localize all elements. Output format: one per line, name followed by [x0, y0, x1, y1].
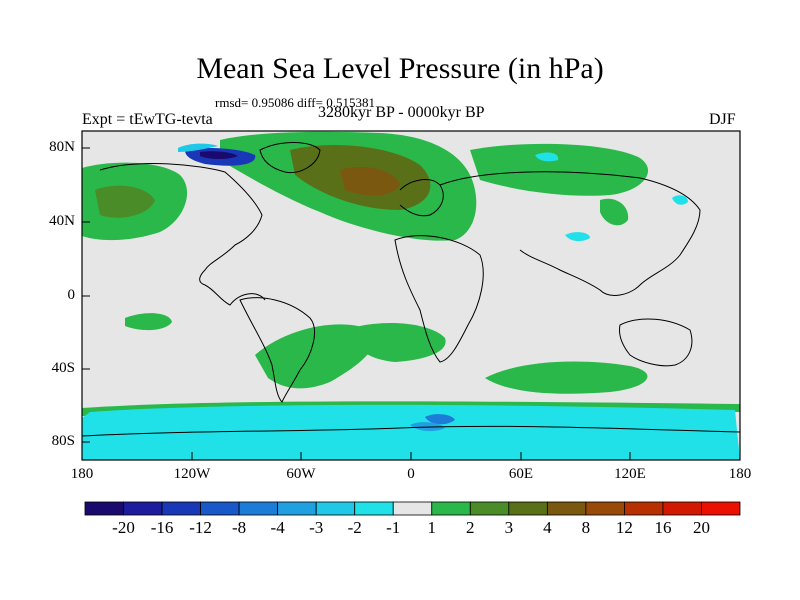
- colorbar-box: [469, 501, 510, 516]
- siberian-high: [470, 143, 649, 196]
- colorbar-box: [392, 501, 433, 516]
- colorbar-label: -8: [232, 518, 247, 537]
- colorbar-box: [662, 501, 702, 516]
- colorbar-box: [354, 501, 394, 516]
- colorbar-label: 12: [615, 518, 633, 537]
- lon-label-60w: 60W: [286, 466, 316, 482]
- colorbar-box: [123, 501, 163, 516]
- north-pacific-west-low: [672, 195, 688, 205]
- arctic-edge: [178, 143, 218, 152]
- colorbar-box: [546, 501, 587, 516]
- south-pacific-high: [255, 324, 375, 389]
- siberia-low: [535, 152, 559, 162]
- colorbar-box: [84, 501, 124, 516]
- colorbar-box: [315, 501, 356, 516]
- experiment-label: Expt = tEwTG-tevta: [82, 111, 213, 128]
- lat-label-80s: 80S: [51, 433, 75, 449]
- axis-ticks: [81, 147, 741, 460]
- period-label: 3280kyr BP - 0000kyr BP: [318, 104, 485, 121]
- lat-label-40n: 40N: [49, 213, 75, 229]
- colorbar-label: -3: [309, 518, 324, 537]
- north-pacific-core: [95, 185, 155, 218]
- colorbar: [84, 501, 741, 516]
- colorbar-box: [701, 501, 741, 516]
- colorbar-box: [624, 501, 664, 516]
- africa-coast: [394, 235, 484, 363]
- stats-label: rmsd= 0.95086 diff= 0.515381: [215, 95, 375, 110]
- colorbar-box: [431, 501, 471, 516]
- lon-label-120w: 120W: [173, 466, 211, 482]
- colorbar-label: 1: [427, 518, 437, 537]
- antarctica-coast: [81, 425, 741, 437]
- central-asia-low: [565, 232, 590, 242]
- europe-coast: [399, 179, 444, 217]
- arctic-low-core: [200, 151, 238, 159]
- australia-coast: [619, 318, 693, 367]
- north-atlantic-center: [340, 166, 400, 196]
- lat-label-80n: 80N: [49, 139, 75, 155]
- north-america-coast: [99, 163, 266, 306]
- colorbar-box: [200, 501, 240, 516]
- antarctic-low-core: [425, 414, 455, 425]
- tropical-pacific-patch: [125, 313, 172, 331]
- south-atlantic-high: [345, 323, 446, 362]
- greenland-coast: [259, 142, 321, 174]
- colorbar-label: -2: [347, 518, 362, 537]
- colorbar-label: 16: [654, 518, 672, 537]
- lon-label-180e: 180: [728, 466, 752, 482]
- colorbar-box: [238, 501, 279, 516]
- antarctic-low: [82, 404, 740, 460]
- colorbar-label: 4: [543, 518, 552, 537]
- season-label: DJF: [709, 111, 736, 128]
- colorbar-label: -20: [112, 518, 135, 537]
- lon-label-120e: 120E: [614, 466, 646, 482]
- colorbar-label: 8: [581, 518, 591, 537]
- colorbar-box: [277, 501, 317, 516]
- south-america-coast: [239, 297, 315, 403]
- coastlines: [81, 142, 741, 437]
- colorbar-box: [508, 501, 548, 516]
- strong-positive-regions: [95, 145, 431, 218]
- colorbar-box: [585, 501, 625, 516]
- colorbar-label: -1: [386, 518, 401, 537]
- lon-label-60e: 60E: [508, 466, 534, 482]
- indian-ocean-high: [485, 361, 648, 394]
- lat-label-0: 0: [67, 287, 76, 303]
- colorbar-label: 2: [466, 518, 475, 537]
- colorbar-label: 3: [504, 518, 514, 537]
- colorbar-label: -16: [150, 518, 174, 537]
- map-title: Mean Sea Level Pressure (in hPa): [196, 52, 604, 85]
- lon-label-180w: 180: [70, 466, 94, 482]
- lon-label-0: 0: [407, 466, 415, 482]
- colorbar-box: [161, 501, 201, 516]
- lat-label-40s: 40S: [51, 360, 75, 376]
- colorbar-label: -4: [270, 518, 285, 537]
- colorbar-label: -12: [189, 518, 212, 537]
- east-asia-high: [600, 198, 629, 226]
- eurasia-coast: [439, 171, 701, 296]
- colorbar-label: 20: [692, 518, 710, 537]
